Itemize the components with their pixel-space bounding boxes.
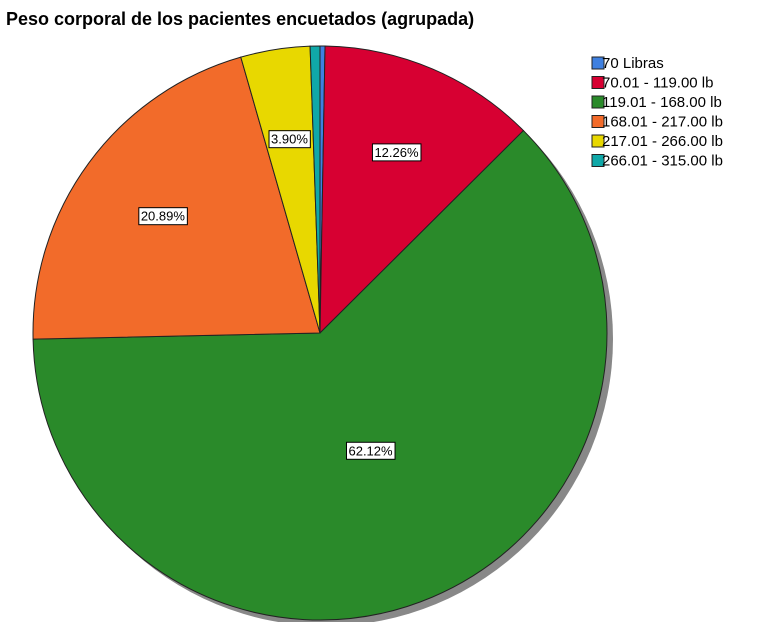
pie-slice xyxy=(32,56,321,340)
legend-swatch xyxy=(591,95,605,109)
legend-swatch xyxy=(591,134,605,148)
legend-label: 70.01 - 119.00 lb xyxy=(602,74,713,91)
legend-swatch xyxy=(591,76,605,89)
legend-swatch xyxy=(591,154,605,167)
value-label: 20.89% xyxy=(141,209,186,224)
pie-slice xyxy=(309,45,321,334)
legend-label: 70 Libras xyxy=(602,55,664,72)
pie-slice xyxy=(319,45,525,335)
legend-swatch xyxy=(591,115,605,128)
chart-title: Peso corporal de los pacientes encuetado… xyxy=(6,9,474,29)
legend-label: 217.01 - 266.00 lb xyxy=(602,133,723,150)
value-label: 12.26% xyxy=(374,145,419,160)
legend-label: 119.01 - 168.00 lb xyxy=(602,94,722,111)
value-label-box xyxy=(371,143,422,162)
value-label-box xyxy=(138,207,188,226)
legend-label: 266.01 - 315.00 lb xyxy=(602,152,723,169)
value-label-box xyxy=(345,441,396,460)
value-label-box xyxy=(268,130,311,149)
value-label: 3.90% xyxy=(271,132,308,147)
legend-label: 168.01 - 217.00 lb xyxy=(602,113,723,130)
pie-slice xyxy=(32,129,608,621)
value-label: 62.12% xyxy=(348,443,393,458)
legend-swatch xyxy=(591,56,605,70)
